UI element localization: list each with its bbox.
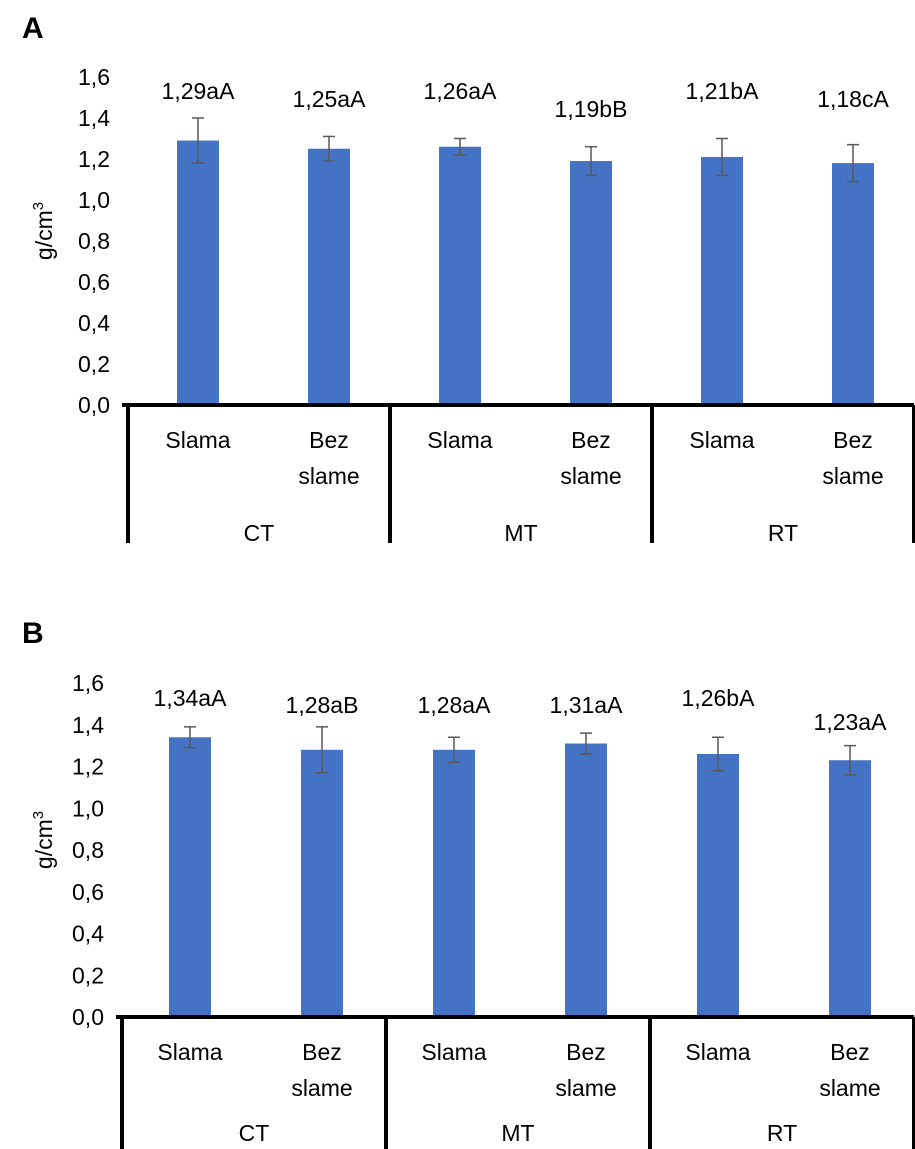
y-tick-label: 1,0: [78, 187, 110, 213]
category-label: Slama: [427, 427, 492, 453]
data-label: 1,19bB: [555, 96, 628, 122]
y-tick-label: 0,0: [72, 1004, 104, 1030]
bar: [169, 737, 211, 1017]
group-label: CT: [239, 1120, 270, 1146]
error-bar: [585, 145, 597, 177]
y-axis-title-superscript: 3: [30, 202, 47, 210]
y-tick-label: 0,4: [78, 310, 110, 336]
y-axis-title-superscript: 3: [30, 811, 47, 819]
group-label: RT: [768, 520, 798, 546]
y-tick-label: 1,2: [78, 146, 110, 172]
category-label: Slama: [157, 1039, 222, 1065]
category-label: Bez: [302, 1039, 342, 1065]
data-label: 1,28aB: [286, 692, 359, 718]
category-label: Slama: [421, 1039, 486, 1065]
error-bar: [844, 744, 856, 776]
error-bar: [316, 726, 328, 774]
panel-label: A: [22, 12, 44, 45]
y-tick-label: 1,2: [72, 754, 104, 780]
data-label: 1,21bA: [686, 78, 760, 104]
data-label: 1,23aA: [814, 709, 888, 735]
category-label: Slama: [685, 1039, 750, 1065]
y-tick-label: 0,6: [78, 269, 110, 295]
category-label: slame: [819, 1075, 880, 1101]
error-bar: [847, 143, 859, 183]
data-label: 1,29aA: [162, 78, 236, 104]
y-tick-label: 0,8: [72, 837, 104, 863]
category-label: slame: [560, 463, 621, 489]
category-label: Bez: [309, 427, 349, 453]
bar: [697, 753, 739, 1017]
bar: [433, 749, 475, 1017]
category-label: Bez: [830, 1039, 870, 1065]
bar: [439, 146, 481, 405]
error-bar: [323, 135, 335, 162]
data-label: 1,28aA: [418, 692, 492, 718]
group-label: CT: [244, 520, 275, 546]
error-bar: [192, 117, 204, 164]
error-bar: [712, 736, 724, 772]
y-tick-label: 1,0: [72, 795, 104, 821]
y-axis-title-text: g/cm: [31, 210, 57, 260]
category-label: Slama: [689, 427, 754, 453]
y-axis-title: g/cm3: [30, 811, 57, 869]
y-tick-label: 0,6: [72, 879, 104, 905]
y-tick-label: 1,4: [78, 105, 110, 131]
panel-label: B: [22, 617, 44, 650]
category-label: slame: [822, 463, 883, 489]
bar: [565, 743, 607, 1017]
bar: [308, 148, 350, 405]
y-tick-label: 0,0: [78, 392, 110, 418]
group-label: MT: [504, 520, 537, 546]
bar: [829, 760, 871, 1017]
y-tick-label: 0,2: [72, 962, 104, 988]
error-bar: [580, 732, 592, 755]
category-label: Bez: [833, 427, 873, 453]
error-bar: [454, 137, 466, 156]
data-label: 1,34aA: [154, 685, 228, 711]
bar: [832, 163, 874, 405]
data-label: 1,26bA: [682, 685, 756, 711]
chart-panel-b: B 0,0 0,2 0,4 0,6 0,8 1,0 1,2 1,4 1,6 g/cm3 1,34aA 1…: [22, 617, 915, 1149]
bar: [301, 749, 343, 1017]
error-bar: [184, 726, 196, 749]
data-label: 1,31aA: [550, 692, 624, 718]
category-label: slame: [291, 1075, 352, 1101]
bar: [701, 156, 743, 405]
y-tick-label: 0,2: [78, 351, 110, 377]
bar: [177, 140, 219, 406]
data-label: 1,25aA: [293, 86, 367, 112]
error-bar: [448, 736, 460, 764]
category-label: slame: [555, 1075, 616, 1101]
chart-panel-a: A 0,0 0,2 0,4 0,6 0,8 1,0 1,2 1,4 1,6 g/cm3 1,29aA 1…: [22, 12, 915, 546]
y-tick-label: 0,8: [78, 228, 110, 254]
category-label: Bez: [566, 1039, 606, 1065]
data-label: 1,26aA: [424, 78, 498, 104]
y-tick-label: 1,6: [78, 64, 110, 90]
category-label: Bez: [571, 427, 611, 453]
y-tick-label: 1,6: [72, 670, 104, 696]
error-bar: [716, 137, 728, 177]
y-axis-title: g/cm3: [30, 202, 57, 260]
y-axis-title-text: g/cm: [31, 819, 57, 869]
category-label: Slama: [165, 427, 230, 453]
y-tick-label: 0,4: [72, 921, 104, 947]
group-label: RT: [767, 1120, 797, 1146]
bar: [570, 161, 612, 405]
y-tick-label: 1,4: [72, 712, 104, 738]
data-label: 1,18cA: [817, 86, 889, 112]
category-label: slame: [298, 463, 359, 489]
group-label: MT: [501, 1120, 534, 1146]
